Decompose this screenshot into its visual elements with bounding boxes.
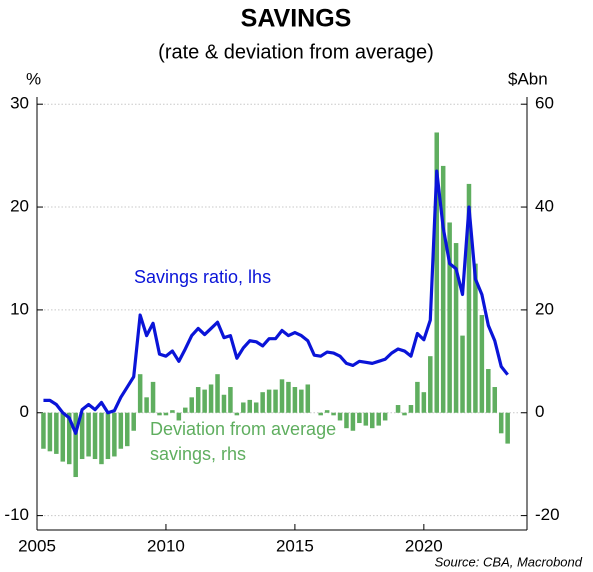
bar (92, 412, 98, 460)
bar (286, 381, 291, 413)
bar (118, 412, 124, 449)
y2-axis-unit: $Abn (508, 69, 548, 88)
bar (318, 412, 323, 416)
bar (460, 335, 465, 413)
bar (112, 412, 117, 457)
y-tick-label: 10 (10, 299, 29, 318)
bar (125, 412, 130, 447)
bar (350, 412, 356, 431)
bar (86, 412, 91, 457)
bar (54, 412, 59, 454)
chart-title: SAVINGS (241, 5, 352, 33)
y2-tick-label: 60 (535, 94, 554, 113)
bar (402, 412, 407, 416)
x-tick-label: 2020 (405, 536, 443, 555)
bar (447, 222, 452, 413)
bar (505, 412, 510, 444)
bar (202, 389, 207, 413)
bar (157, 412, 162, 416)
bar (428, 356, 433, 413)
y2-tick-label: 0 (535, 402, 544, 421)
bar (183, 407, 188, 413)
bar (131, 412, 136, 431)
bar (292, 387, 298, 413)
bar (421, 392, 427, 413)
bar (105, 412, 111, 460)
bar (370, 412, 375, 429)
bar (357, 412, 362, 424)
bar (498, 412, 504, 434)
bar (473, 263, 478, 413)
bar (434, 132, 439, 413)
y2-tick-label: -20 (535, 505, 560, 524)
bar (79, 412, 85, 460)
bar-label: Deviation from average savings, rhs (150, 419, 337, 464)
bar (273, 389, 278, 413)
bar (137, 374, 143, 413)
x-tick-label: 2015 (276, 536, 314, 555)
bar (253, 402, 259, 413)
bar (415, 381, 420, 413)
bar (279, 379, 285, 413)
bar (228, 387, 233, 413)
bar (363, 412, 369, 426)
bar (41, 412, 46, 449)
bar (176, 412, 182, 421)
y-tick-label: 20 (10, 197, 29, 216)
bar (150, 381, 156, 413)
bar (492, 387, 498, 413)
bar (221, 394, 227, 413)
bar (395, 405, 401, 413)
bar (479, 315, 485, 413)
bar (453, 243, 459, 413)
bar (305, 384, 311, 413)
x-tick-label: 2010 (147, 536, 185, 555)
bar (376, 412, 381, 426)
bar (189, 397, 194, 413)
bar (260, 392, 265, 413)
y2-tick-label: 20 (535, 299, 554, 318)
bar (215, 374, 220, 413)
bar (208, 384, 214, 413)
bar (337, 412, 343, 421)
bar (73, 412, 78, 478)
bar (241, 402, 246, 413)
line-label: Savings ratio, lhs (134, 267, 272, 287)
bar (234, 412, 240, 416)
y-tick-label: -10 (4, 505, 29, 524)
bar (382, 412, 388, 421)
bar (47, 412, 53, 452)
line (43, 169, 509, 435)
y2-tick-label: 40 (535, 197, 554, 216)
bar (344, 412, 349, 429)
y-tick-label: 0 (20, 402, 29, 421)
chart-subtitle: (rate & deviation from average) (158, 41, 434, 63)
bar (466, 183, 472, 413)
x-tick-label: 2005 (18, 536, 56, 555)
bar (324, 410, 330, 413)
bar (486, 369, 491, 413)
source: Source: CBA, Macrobond (435, 554, 583, 569)
bar (299, 389, 304, 413)
bar (66, 412, 72, 465)
bar (331, 412, 336, 416)
bar (266, 389, 272, 413)
bar (170, 410, 175, 413)
bar (144, 397, 149, 413)
y-tick-label: 30 (10, 94, 29, 113)
bar (60, 412, 66, 462)
bar (408, 405, 414, 413)
bar (195, 387, 201, 413)
y-axis-unit: % (26, 69, 41, 88)
bar (247, 399, 253, 413)
bar (163, 412, 169, 416)
bar (440, 165, 446, 413)
bar (99, 412, 104, 465)
